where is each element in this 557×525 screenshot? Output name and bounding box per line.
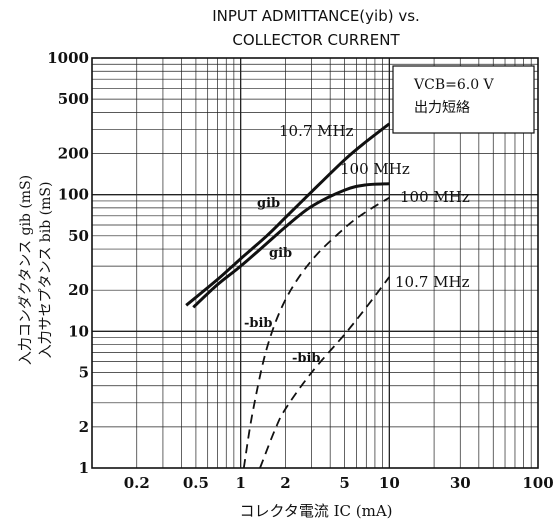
y-axis-label-susceptance: 入力サセプタンス bib (mS) xyxy=(38,182,54,359)
y-tick-label: 50 xyxy=(68,227,89,245)
y-tick-label: 100 xyxy=(58,186,89,204)
tick-labels: 0.2 0.5 1 2 5 10 30 100 1 2 5 10 20 50 100 200 500 1000 xyxy=(47,49,553,492)
chart-title: INPUT ADMITTANCE(yib) vs. xyxy=(212,7,420,25)
x-tick-label: 5 xyxy=(339,474,349,492)
label-gib-upper: gib xyxy=(257,196,280,211)
y-tick-label: 10 xyxy=(68,322,89,340)
x-tick-label: 2 xyxy=(280,474,290,492)
y-tick-label: 20 xyxy=(68,281,89,299)
series-line--bib-10-7-mhz xyxy=(259,276,391,469)
x-tick-label: 30 xyxy=(450,474,471,492)
x-tick-label: 0.2 xyxy=(124,474,150,492)
label-10-7mhz-bottom: 10.7 MHz xyxy=(395,273,470,291)
x-tick-label: 10 xyxy=(379,474,400,492)
y-tick-label: 500 xyxy=(58,90,89,108)
y-tick-label: 5 xyxy=(79,363,89,381)
y-tick-label: 2 xyxy=(79,418,89,436)
series-line-gib-100-mhz xyxy=(192,182,390,309)
y-tick-label: 1000 xyxy=(47,49,89,67)
x-axis-label: コレクタ電流 IC (mA) xyxy=(239,502,392,520)
label-gib-lower: gib xyxy=(269,246,292,261)
y-tick-label: 200 xyxy=(58,145,89,163)
label-10-7mhz-top: 10.7 MHz xyxy=(279,122,354,140)
series-line--bib-100-mhz xyxy=(242,196,390,469)
y-tick-label: 1 xyxy=(79,459,89,477)
label-100mhz-top: 100 MHz xyxy=(340,160,410,178)
label-bib-right: -bib xyxy=(292,351,321,366)
series-lines xyxy=(185,122,391,469)
x-tick-label: 0.5 xyxy=(183,474,209,492)
plot-frame xyxy=(91,57,539,469)
conditions-box: VCB=6.0 V 出力短絡 xyxy=(392,65,535,134)
condition-vcb: VCB=6.0 V xyxy=(413,77,495,93)
condition-output-short: 出力短絡 xyxy=(414,100,470,116)
series-line-gib-10-7-mhz xyxy=(185,122,391,307)
label-100mhz-mid: 100 MHz xyxy=(400,188,470,206)
x-tick-label: 100 xyxy=(522,474,553,492)
x-tick-label: 1 xyxy=(235,474,245,492)
y-axis-label-conductance: 入力コンダクタンス gib (mS) xyxy=(18,175,34,365)
label-bib-left: -bib xyxy=(244,316,273,331)
chart-subtitle: COLLECTOR CURRENT xyxy=(232,31,400,49)
